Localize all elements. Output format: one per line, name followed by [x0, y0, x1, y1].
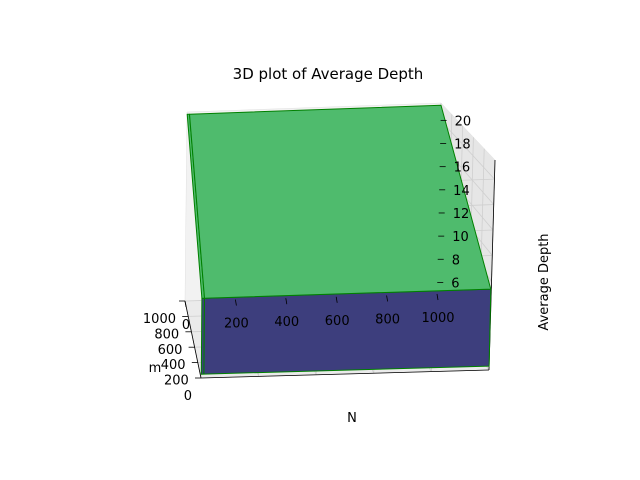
x-tick-mark [436, 293, 439, 301]
side-gridline-z [440, 120, 495, 180]
z-tick-label: 14 [453, 184, 470, 199]
y-tick-label: 1000 [143, 312, 176, 327]
z-tick-label: 10 [452, 230, 469, 245]
x-tick-label: 800 [375, 312, 400, 327]
y-tick-label: 400 [161, 358, 186, 373]
x-tick-label: 600 [325, 314, 350, 329]
z-tick-label: 20 [455, 114, 472, 129]
x-tick-label: 400 [274, 315, 299, 330]
chart-title: 3D plot of Average Depth [233, 65, 424, 83]
y-tick-label: 600 [158, 343, 183, 358]
z-tick-label: 12 [453, 207, 470, 222]
x-tick-label: 0 [182, 318, 190, 333]
x-tick-label: 200 [224, 317, 249, 332]
surface [186, 104, 492, 375]
y-tick-label: 200 [164, 374, 189, 389]
z-tick-label: 16 [454, 161, 471, 176]
z-tick-label: 6 [451, 276, 459, 291]
x-tick-mark [335, 296, 338, 303]
x-axis-line [200, 369, 490, 379]
y-tick-label: 800 [154, 327, 179, 342]
surface-patch [189, 104, 492, 299]
z-tick-label: 8 [452, 253, 460, 268]
x-tick-mark [386, 295, 388, 302]
x-tick-mark [285, 298, 288, 305]
x-tick-mark [184, 300, 187, 308]
tick-labels: 0 200 400 600 800 100002004006008001000681012… [143, 114, 471, 404]
y-tick-label: 0 [184, 389, 192, 404]
z-axis-label: Average Depth [537, 233, 552, 330]
x-axis-label: N [347, 411, 357, 426]
x-tick-mark [235, 299, 237, 306]
y-axis-label: m [149, 361, 162, 376]
y-axis-line [184, 300, 202, 379]
x-tick-label: 1000 [421, 311, 454, 326]
z-tick-label: 18 [454, 138, 471, 153]
